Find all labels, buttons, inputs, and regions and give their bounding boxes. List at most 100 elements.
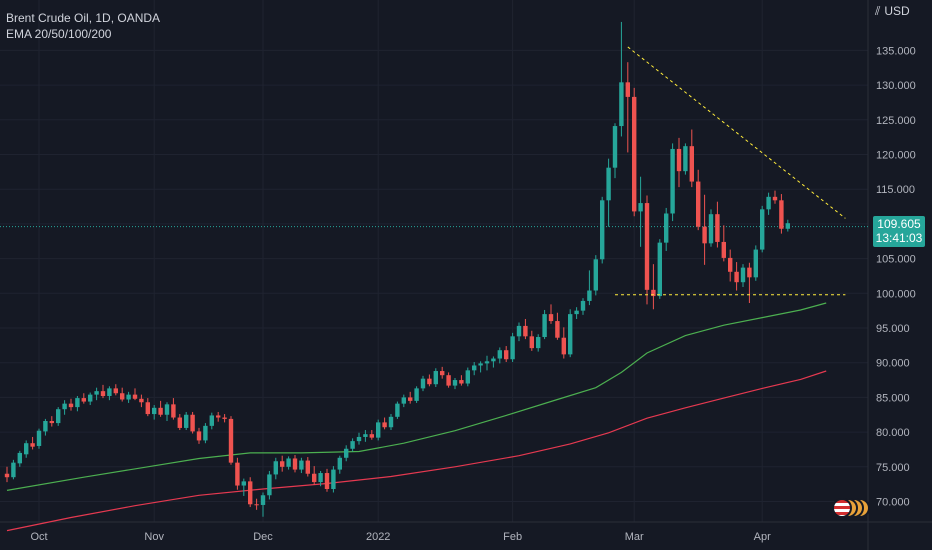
candle-body bbox=[420, 378, 426, 389]
candle-body bbox=[510, 336, 515, 360]
candle bbox=[644, 195, 650, 305]
candle bbox=[280, 455, 285, 472]
y-axis-tick-label: 85.000 bbox=[876, 392, 910, 404]
candle bbox=[68, 398, 74, 411]
candle-body bbox=[529, 336, 534, 349]
candle bbox=[299, 457, 304, 474]
candle bbox=[529, 330, 534, 351]
candle bbox=[779, 194, 784, 234]
candle bbox=[4, 466, 10, 483]
candle bbox=[625, 62, 630, 153]
candle-body bbox=[644, 203, 650, 290]
candle-body bbox=[753, 249, 758, 278]
candle bbox=[638, 176, 643, 247]
candle bbox=[171, 398, 176, 420]
candle-body bbox=[43, 420, 48, 432]
candle-body bbox=[164, 404, 170, 415]
candle bbox=[228, 416, 234, 465]
candle-body bbox=[177, 417, 182, 428]
candle bbox=[318, 470, 323, 487]
candle bbox=[606, 158, 611, 227]
candle bbox=[30, 436, 35, 450]
candle bbox=[382, 417, 387, 430]
candle-body bbox=[747, 267, 752, 278]
candle-body bbox=[299, 460, 304, 470]
candle-body bbox=[536, 337, 541, 349]
candle-body bbox=[728, 257, 733, 272]
y-axis-tick-label: 120.000 bbox=[876, 150, 916, 162]
y-axis-tick-label: 125.000 bbox=[876, 115, 916, 127]
x-axis-tick-label: Apr bbox=[754, 531, 771, 543]
chart-legend[interactable]: Brent Crude Oil, 1D, OANDA EMA 20/50/100… bbox=[6, 10, 160, 42]
candle bbox=[363, 430, 368, 442]
candle bbox=[632, 87, 637, 217]
candle-body bbox=[30, 443, 35, 447]
ema-line-red bbox=[6, 370, 827, 532]
candle bbox=[216, 411, 221, 422]
candle-body bbox=[657, 242, 662, 297]
candle-body bbox=[241, 481, 246, 486]
candle bbox=[132, 388, 138, 401]
indicator-title[interactable]: EMA 20/50/100/200 bbox=[6, 27, 112, 41]
candle-body bbox=[600, 200, 605, 260]
y-axis-tick-label: 70.000 bbox=[876, 497, 910, 509]
y-axis-tick-label: 135.000 bbox=[876, 45, 916, 57]
candle bbox=[152, 405, 157, 420]
candle-body bbox=[120, 393, 125, 400]
candle-body bbox=[331, 469, 336, 490]
candle bbox=[766, 192, 771, 215]
candle-body bbox=[760, 209, 765, 250]
candle bbox=[267, 470, 272, 500]
symbol-title[interactable]: Brent Crude Oil, 1D, OANDA bbox=[6, 11, 161, 25]
ema-line-green bbox=[6, 302, 827, 491]
candle bbox=[657, 239, 662, 299]
candle-body bbox=[254, 504, 259, 506]
x-axis-tick-label: Feb bbox=[503, 531, 522, 543]
candle-body bbox=[721, 241, 726, 258]
candle-body bbox=[68, 403, 74, 408]
candle bbox=[472, 362, 477, 376]
candle-body bbox=[734, 271, 739, 283]
candle-body bbox=[363, 434, 368, 437]
candle bbox=[580, 298, 586, 315]
candle-body bbox=[638, 203, 643, 212]
candle bbox=[734, 262, 739, 291]
candle bbox=[568, 309, 573, 358]
candle bbox=[81, 393, 86, 404]
candle-body bbox=[11, 462, 16, 478]
candle bbox=[222, 414, 227, 423]
candle-body bbox=[222, 417, 227, 419]
candle bbox=[235, 457, 240, 490]
y-axis-tick-label: 115.000 bbox=[876, 184, 915, 196]
candle-body bbox=[376, 422, 381, 438]
candle bbox=[728, 249, 733, 282]
candle bbox=[324, 468, 330, 492]
candle bbox=[459, 375, 464, 386]
candle-body bbox=[779, 200, 784, 229]
candle bbox=[683, 143, 688, 175]
candle bbox=[446, 372, 451, 388]
candle-body bbox=[305, 460, 310, 474]
us-flag-icon[interactable] bbox=[832, 498, 852, 518]
candle bbox=[740, 264, 746, 288]
candle bbox=[94, 387, 99, 401]
candle bbox=[523, 318, 528, 340]
candle-body bbox=[171, 404, 176, 418]
candle-body bbox=[184, 414, 189, 428]
candle bbox=[88, 392, 93, 406]
economic-events-badge[interactable] bbox=[832, 498, 872, 520]
candle-body bbox=[260, 495, 266, 505]
candle bbox=[689, 129, 694, 188]
candle-body bbox=[401, 397, 406, 404]
candle bbox=[715, 201, 720, 248]
currency-selector[interactable]: ⫽ USD bbox=[875, 4, 910, 19]
candle bbox=[619, 21, 624, 137]
lock-scale-icon[interactable]: ⫽ bbox=[875, 4, 881, 18]
candle-body bbox=[158, 407, 163, 415]
candle bbox=[600, 196, 605, 264]
candle bbox=[548, 304, 554, 324]
candle-body bbox=[337, 457, 342, 470]
candle bbox=[126, 391, 131, 403]
